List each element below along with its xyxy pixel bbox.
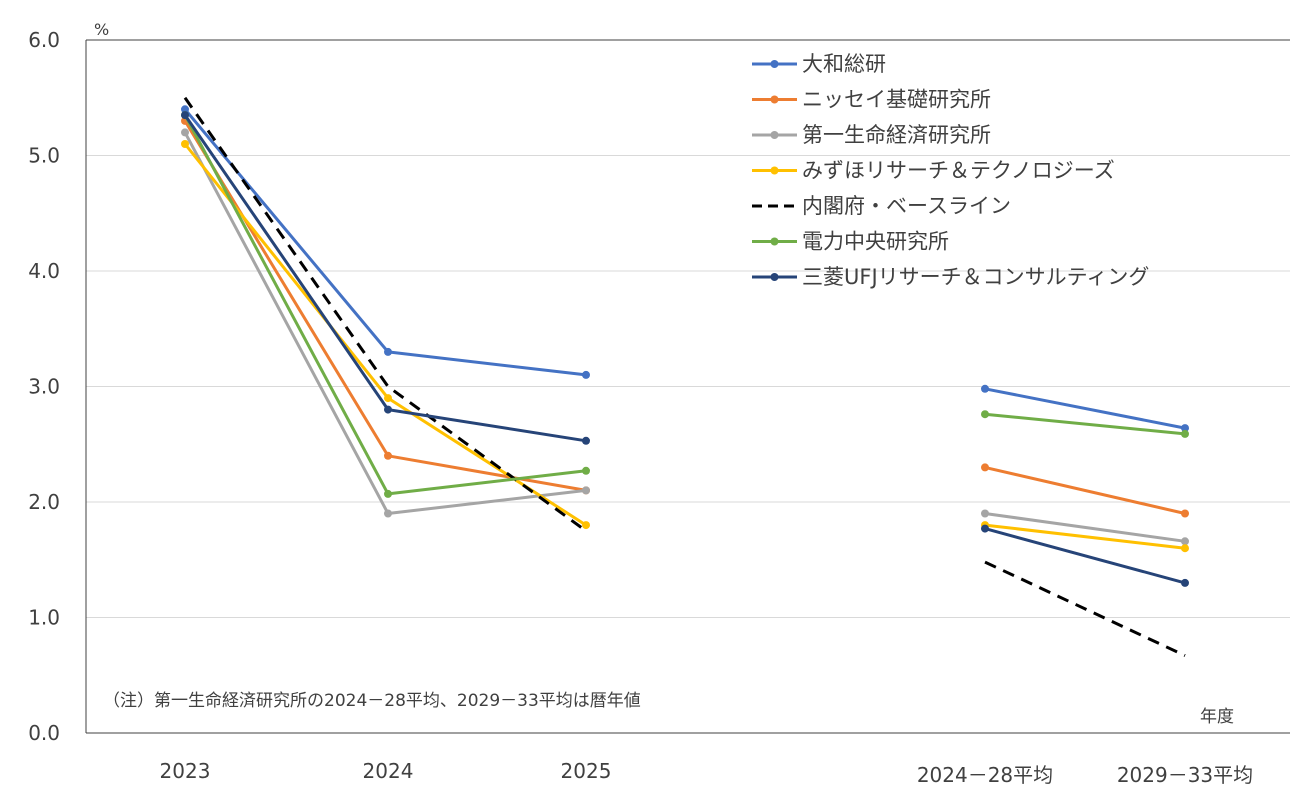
series-line — [984, 512, 1186, 543]
series-point — [981, 524, 989, 533]
x-tick-label: 2029－33平均 — [1117, 763, 1253, 787]
y-tick-label: 1.0 — [28, 606, 60, 630]
x-tick-label: 2024－28平均 — [917, 763, 1053, 787]
series-lines — [181, 96, 1189, 657]
legend-marker — [770, 60, 779, 68]
series-point — [582, 370, 590, 379]
series-line — [984, 465, 1186, 515]
legend-marker — [770, 273, 779, 281]
legend: 大和総研ニッセイ基礎研究所第一生命経済研究所みずほリサーチ＆テクノロジーズ内閣府… — [752, 52, 1149, 289]
y-tick-label: 4.0 — [28, 259, 60, 283]
series-point — [1181, 424, 1189, 433]
x-tick-label: 2023 — [160, 759, 211, 783]
series-line — [984, 523, 1186, 550]
legend-label: 第一生命経済研究所 — [802, 123, 991, 147]
series-point — [582, 466, 590, 475]
x-tick-labels: 2023 2024 2025 2024－28平均 2029－33平均 — [160, 759, 1254, 787]
series-point — [1181, 578, 1189, 587]
series-line — [984, 527, 1186, 585]
chart-note: （注）第一生命経済研究所の2024－28平均、2029－33平均は暦年値 — [103, 691, 641, 711]
series-line — [984, 412, 1186, 436]
series-point — [981, 384, 989, 393]
series-point — [1181, 429, 1189, 438]
legend-marker — [770, 95, 779, 104]
x-unit-label: 年度 — [1200, 707, 1234, 727]
legend-label: みずほリサーチ＆テクノロジーズ — [802, 159, 1115, 183]
legend-marker — [770, 166, 779, 175]
series-line — [183, 108, 587, 377]
series-point — [1181, 509, 1189, 518]
series-point — [181, 105, 189, 114]
legend-label: 内閣府・ベースライン — [802, 194, 1011, 218]
y-tick-labels: 0.0 1.0 2.0 3.0 4.0 5.0 6.0 — [28, 28, 60, 745]
y-tick-label: 5.0 — [28, 144, 60, 168]
x-tick-label: 2024 — [363, 759, 414, 783]
series-point — [181, 140, 189, 148]
series-line — [183, 120, 587, 492]
series-point — [384, 347, 392, 356]
legend-label: 三菱UFJリサーチ＆コンサルティング — [802, 265, 1149, 289]
series-point — [981, 509, 989, 518]
series-line — [183, 114, 587, 496]
y-tick-label: 2.0 — [28, 490, 60, 514]
series-point — [384, 451, 392, 460]
series-line — [984, 560, 1186, 657]
series-point — [1181, 537, 1189, 546]
series-point — [384, 394, 392, 403]
series-line — [183, 96, 587, 533]
legend-label: ニッセイ基礎研究所 — [802, 88, 991, 112]
legend-label: 大和総研 — [802, 52, 886, 76]
series-line — [984, 387, 1186, 430]
y-tick-label: 6.0 — [28, 28, 60, 52]
series-point — [582, 436, 590, 445]
legend-label: 電力中央研究所 — [802, 230, 949, 254]
series-point — [981, 410, 989, 419]
series-point — [384, 405, 392, 414]
series-point — [384, 509, 392, 518]
series-point — [582, 521, 590, 530]
series-line — [183, 114, 587, 443]
y-tick-label: 3.0 — [28, 375, 60, 399]
y-tick-label: 0.0 — [28, 721, 60, 745]
series-point — [981, 463, 989, 472]
series-point — [181, 128, 189, 137]
legend-marker — [770, 237, 779, 246]
series-point — [582, 486, 590, 495]
gridlines — [86, 155, 1290, 618]
series-point — [1181, 544, 1189, 553]
x-tick-label: 2025 — [561, 759, 612, 783]
y-unit-label: % — [94, 20, 109, 39]
legend-marker — [770, 131, 779, 139]
series-point — [181, 111, 189, 120]
series-point — [384, 489, 392, 498]
